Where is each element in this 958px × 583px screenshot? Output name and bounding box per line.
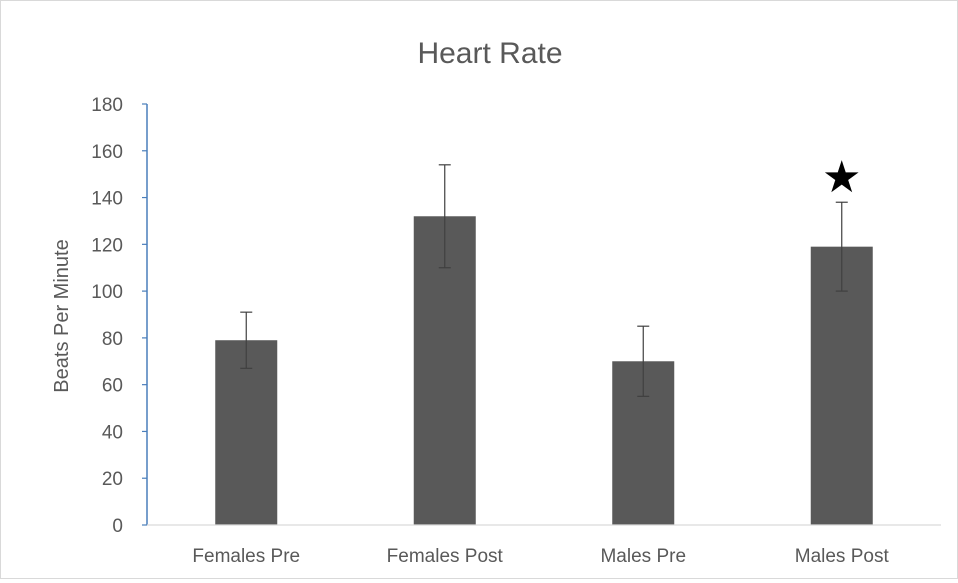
x-category-label: Females Pre [192, 546, 300, 567]
y-tick-label: 100 [91, 282, 123, 303]
y-tick-label: 120 [91, 235, 123, 256]
bar [215, 340, 278, 525]
error-bars-group [240, 164, 848, 397]
chart-title: Heart Rate [417, 37, 562, 70]
y-tick-label: 160 [91, 142, 123, 163]
y-axis-ticks: 0 20 40 60 80 100 120 140 160 180 [91, 95, 147, 537]
annotation-marks: ★ [822, 153, 861, 202]
significance-star-icon: ★ [822, 153, 861, 202]
x-category-label: Males Post [795, 546, 890, 567]
y-tick-label: 60 [102, 376, 123, 397]
x-category-label: Females Post [387, 546, 504, 567]
y-tick-label: 40 [102, 422, 123, 443]
bars-group [215, 216, 873, 525]
y-tick-label: 0 [112, 516, 123, 537]
x-category-label: Males Pre [600, 546, 686, 567]
y-tick-label: 180 [91, 95, 123, 116]
y-tick-label: 140 [91, 189, 123, 210]
x-axis-categories: Females Pre Females Post Males Pre Males Po… [192, 546, 889, 567]
y-tick-label: 20 [102, 469, 123, 490]
bar [810, 246, 873, 525]
y-tick-label: 80 [102, 329, 123, 350]
y-axis-label: Beats Per Minute [51, 239, 73, 392]
